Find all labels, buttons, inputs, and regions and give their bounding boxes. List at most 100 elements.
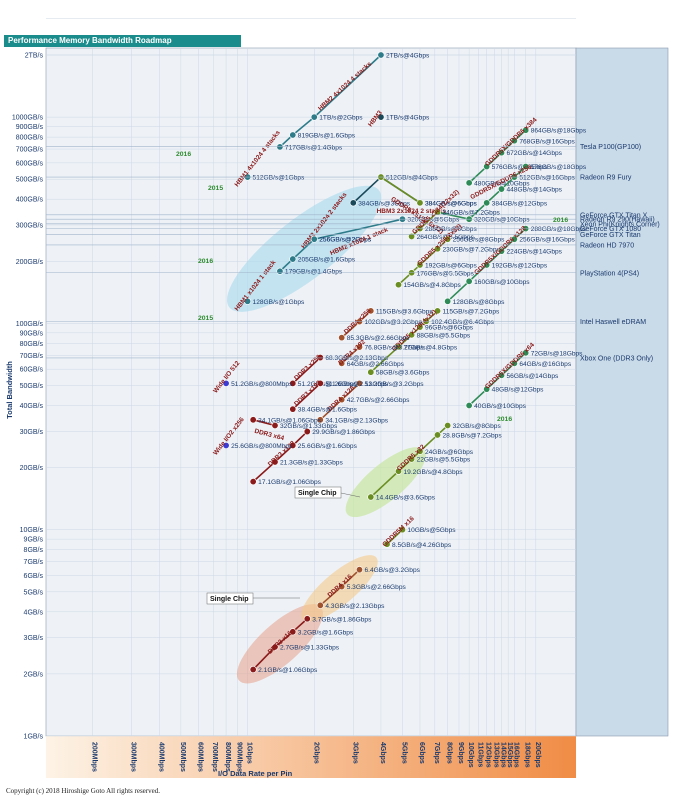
y-tick-label: 40GB/s xyxy=(20,403,44,410)
data-label: 256GB/s@16Gbps xyxy=(519,237,575,244)
data-point xyxy=(222,441,230,449)
data-label: 34.1GB/s@2.13Gbps xyxy=(325,417,388,424)
data-label: 8.5GB/s@4.26Gbps xyxy=(392,542,452,549)
data-label: 288GB/s@6Gbps xyxy=(425,226,477,233)
data-label: 102GB/s@3.2Gbps xyxy=(364,319,422,326)
data-label: 5.3GB/s@2.66Gbps xyxy=(347,584,407,591)
data-label: 256GB/s@2Gbps xyxy=(319,237,371,244)
x-tick-label: 800Mbps xyxy=(224,742,231,772)
data-point xyxy=(395,343,403,351)
data-point xyxy=(289,628,297,636)
y-tick-label: 9GB/s xyxy=(24,537,44,544)
data-label: 576GB/s@18Gbps xyxy=(531,164,587,171)
data-point xyxy=(271,458,279,466)
data-label: 3.2GB/s@1.6Gbps xyxy=(298,629,354,636)
data-label: 14.4GB/s@3.6Gbps xyxy=(376,495,436,502)
data-point xyxy=(522,126,530,134)
gpu-label: Radeon R9 Fury xyxy=(580,175,632,182)
data-label: 85.3GB/s@2.66Gbps xyxy=(347,335,410,342)
data-label: 819GB/s@1.6Gbps xyxy=(298,132,356,139)
y-tick-label: 700GB/s xyxy=(16,147,44,154)
data-point xyxy=(416,261,424,269)
y-tick-label: 7GB/s xyxy=(24,559,44,566)
data-label: 1TB/s@2Gbps xyxy=(319,115,363,122)
data-point xyxy=(310,235,318,243)
x-axis-ticks: 200Mbps 300Mbps 400Mbps 500Mbps 600Mbps 700Mb… xyxy=(91,742,541,772)
series-line xyxy=(252,618,308,671)
data-point xyxy=(377,51,385,59)
data-point xyxy=(338,583,346,591)
data-label: 512GB/s@16Gbps xyxy=(519,175,575,182)
y-tick-label: 300GB/s xyxy=(16,222,44,229)
x-tick-label: 5Gbps xyxy=(400,742,407,764)
data-label: 76.8GB/s@3.2Gbps xyxy=(364,345,424,352)
y-tick-label: 2GB/s xyxy=(24,671,44,678)
data-point xyxy=(303,615,311,623)
data-point xyxy=(498,371,506,379)
x-tick-label: 7Gbps xyxy=(433,742,440,764)
data-label: 3.7GB/s@1.86Gbps xyxy=(312,616,372,623)
data-point xyxy=(289,131,297,139)
y-tick-label: 1GB/s xyxy=(24,734,44,741)
data-point xyxy=(367,307,375,315)
single-chip-callout-1: Single Chip xyxy=(294,486,361,499)
data-point xyxy=(395,467,403,475)
data-label: 51.2GB/s@3.2Gbps xyxy=(364,381,424,388)
y-tick-label: 6GB/s xyxy=(24,573,44,580)
gpu-label: GeForce GTX Titan xyxy=(580,232,641,239)
x-tick-label: 15Gbps xyxy=(506,742,513,768)
x-tick-label: 20Gbps xyxy=(534,742,541,768)
data-label: 384GB/s@12Gbps xyxy=(492,200,548,207)
data-label: 512GB/s@4Gbps xyxy=(386,175,438,182)
gpu-label: Xeon Phi(Knights Corner) xyxy=(580,221,660,228)
x-tick-label: 12Gbps xyxy=(485,742,492,768)
data-label: 96GB/s@6Gbps xyxy=(425,325,474,332)
data-label: 864GB/s@18Gbps xyxy=(531,128,587,135)
data-label: 6.4GB/s@3.2Gbps xyxy=(364,567,420,574)
data-label: 51.2GB/s@2.13Gbps xyxy=(325,381,388,388)
x-tick-label: 8Gbps xyxy=(446,742,453,764)
data-label: 64GB/s@16Gbps xyxy=(519,361,571,368)
y-tick-label: 1000GB/s xyxy=(12,115,44,122)
data-point xyxy=(398,526,406,534)
x-tick-label: 700Mbps xyxy=(211,742,218,772)
grid xyxy=(46,18,576,737)
data-label: 154GB/s@4.8Gbps xyxy=(404,282,462,289)
series-line xyxy=(279,54,382,148)
data-label: 77GB/s@4.8Gbps xyxy=(404,344,458,351)
data-point xyxy=(408,455,416,463)
data-label: 320GB/s@10Gbps xyxy=(474,217,530,224)
data-point xyxy=(271,421,279,429)
data-label: 256GB/s@2Gbps xyxy=(319,237,371,244)
data-label: 22GB/s@5.5Gbps xyxy=(417,457,471,464)
data-point xyxy=(498,247,506,255)
data-label: 2.7GB/s@1.33Gbps xyxy=(280,645,340,652)
data-point xyxy=(434,431,442,439)
x-tick-label: 10Gbps xyxy=(467,742,474,768)
data-point xyxy=(355,343,363,351)
data-point xyxy=(355,566,363,574)
data-label: 192GB/s@6Gbps xyxy=(425,262,477,269)
svg-text:2016: 2016 xyxy=(198,258,213,265)
data-label: 128GB/s@1Gbps xyxy=(253,299,305,306)
y-tick-label: 8GB/s xyxy=(24,547,44,554)
data-label: 24GB/s@6Gbps xyxy=(425,449,474,456)
data-point xyxy=(289,255,297,263)
x-tick-label: 300Mbps xyxy=(130,742,137,772)
y-tick-label: 400GB/s xyxy=(16,197,44,204)
y-tick-label: 70GB/s xyxy=(20,353,44,360)
gpu-label: Radeon R9 290(Hawaii) xyxy=(580,217,655,224)
data-point xyxy=(367,368,375,376)
data-point xyxy=(510,359,518,367)
data-label: 4.3GB/s@2.13Gbps xyxy=(325,603,385,610)
data-label: 88GB/s@5.5Gbps xyxy=(417,332,471,339)
data-point xyxy=(444,235,452,243)
data-point xyxy=(434,208,442,216)
data-point xyxy=(249,666,257,674)
data-label: 2.1GB/s@1.06Gbps xyxy=(258,667,318,674)
data-label: 25.6GB/s@800Mbps xyxy=(231,443,293,450)
series-line xyxy=(252,419,276,427)
data-label: 384GB/s@6Gbps xyxy=(425,200,477,207)
series-name: HBM3 2x1024 2 stacks xyxy=(377,208,447,215)
series-line xyxy=(252,430,308,483)
